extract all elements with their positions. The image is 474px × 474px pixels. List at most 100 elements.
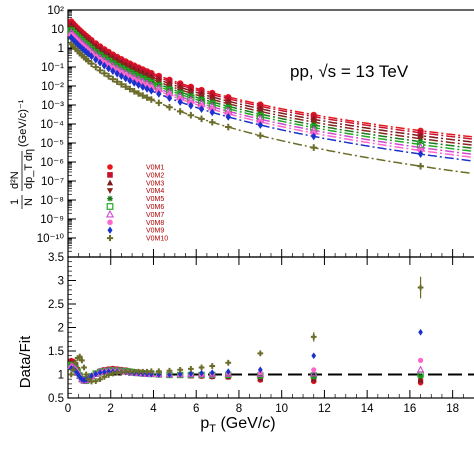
ylabel-frac2-num: d²N [9, 171, 21, 189]
fit-line-v0m1 [131, 63, 473, 138]
data-point-v0m10 [118, 80, 125, 88]
data-point-v0m9 [257, 121, 264, 129]
ratio-point-v0m10 [101, 373, 108, 380]
legend-label-v0m3: V0M3 [146, 180, 164, 187]
data-point-v0m10 [148, 96, 155, 103]
y-tick-label-spectrum: 10 [51, 24, 64, 36]
y-axis-title-spectrum: 1 N d²N dp_T dη (GeV/c)⁻¹ [9, 99, 35, 209]
x-tick-label: 12 [318, 403, 331, 415]
ratio-point-v0m10 [79, 357, 85, 364]
ratio-point-v0m9 [257, 366, 263, 374]
data-point-v0m9 [122, 74, 129, 83]
data-point-v0m10 [224, 123, 232, 131]
x-tick-label: 2 [108, 403, 114, 415]
data-point-v0m9 [166, 94, 173, 102]
ratio-point-v0m9 [156, 371, 162, 378]
ratio-point-v0m10 [105, 372, 112, 378]
ratio-point-v0m9 [177, 370, 183, 378]
data-point-v0m10 [166, 103, 173, 111]
ratio-point-v0m9 [93, 370, 99, 378]
ylabel-frac2-den: dp_T dη [23, 149, 35, 189]
y-tick-label-spectrum: 1 [58, 43, 64, 55]
fit-line-v0m5 [131, 71, 472, 149]
data-point-v0m10 [155, 99, 163, 107]
y-tick-label-spectrum: 10⁻³ [41, 100, 64, 112]
y-tick-label-ratio: 2.5 [48, 299, 64, 311]
data-point-v0m10 [126, 85, 134, 93]
ratio-point-v0m9 [101, 368, 107, 376]
y-tick-label-ratio: 2 [58, 323, 64, 335]
data-point-v0m10 [130, 88, 138, 95]
legend-marker-v0m9 [107, 226, 113, 234]
data-point-v0m10 [92, 63, 100, 71]
legend-label-v0m2: V0M2 [146, 172, 164, 179]
legend-marker-v0m4 [106, 188, 114, 195]
ratio-point-v0m9 [81, 376, 87, 384]
data-point-v0m5 [209, 98, 216, 105]
data-point-v0m9 [105, 64, 112, 73]
data-point-v0m9 [97, 58, 103, 67]
ratio-point-v0m10 [68, 371, 75, 378]
ratio-point-v0m10 [225, 359, 232, 366]
legend-marker-v0m1 [107, 164, 113, 170]
legend-marker-v0m6 [106, 203, 114, 210]
y-tick-label-spectrum: 10⁻⁴ [40, 119, 64, 131]
fit-line-v0m3 [131, 67, 472, 143]
ratio-point-v0m8 [311, 367, 317, 373]
ratio-point-v0m9 [89, 372, 94, 380]
fit-line-v0m6 [131, 74, 472, 152]
legend-label-v0m9: V0M9 [146, 228, 164, 235]
data-point-v0m10 [310, 144, 318, 151]
x-tick-label: 10 [275, 403, 288, 415]
y-tick-label-spectrum: 10⁻¹⁰ [37, 233, 65, 245]
data-point-v0m9 [93, 55, 99, 64]
data-point-v0m10 [187, 111, 195, 119]
fit-line-v0m4 [131, 69, 472, 146]
ratio-point-v0m9 [167, 371, 172, 378]
spectrum-panel: 10² 10 1 10⁻¹ 10⁻² 10⁻³ 10⁻⁴ 10⁻⁵ 10⁻⁶ 10⁻⁷ 10⁻⁸ 10… [37, 5, 474, 258]
data-point-v0m9 [135, 81, 142, 89]
ratio-point-v0m9 [106, 368, 111, 376]
ratio-point-v0m9 [418, 328, 423, 336]
ratio-point-v0m10 [257, 350, 264, 357]
ylabel-frac1-num: 1 [9, 199, 21, 205]
ratio-point-v0m10 [81, 364, 87, 371]
data-point-v0m9 [88, 52, 95, 61]
x-axis-title-unit-c: c [262, 415, 270, 432]
data-point-v0m9 [177, 98, 183, 106]
ratio-point-v0m10 [83, 371, 90, 378]
ylabel-frac1-den: N [23, 198, 35, 206]
data-point-v0m9 [144, 84, 150, 93]
ylabel-unit: (GeV/c)⁻¹ [17, 99, 29, 147]
y-tick-label-spectrum: 10⁻² [41, 81, 64, 93]
ratio-point-v0m10 [188, 366, 194, 372]
x-axis-title-sub: T [209, 423, 216, 435]
ratio-point-v0m10 [92, 378, 99, 384]
ratio-point-v0m10 [177, 366, 184, 373]
legend-marker-v0m2 [107, 172, 113, 178]
data-point-v0m9 [156, 89, 162, 98]
x-axis-title: pT (GeV/c) [200, 415, 275, 435]
data-point-v0m9 [101, 61, 108, 70]
fit-line-v0m9 [131, 81, 473, 162]
data-point-v0m10 [122, 83, 129, 91]
legend-label-v0m5: V0M5 [146, 196, 164, 203]
ratio-point-v0m10 [85, 376, 92, 383]
legend-marker-v0m5 [107, 195, 113, 202]
y-tick-label-spectrum: 10⁻⁶ [40, 157, 64, 169]
legend-label-v0m6: V0M6 [146, 204, 164, 211]
data-point-v0m10 [143, 94, 151, 101]
x-tick-label: 18 [446, 403, 459, 415]
data-point-v0m9 [311, 132, 317, 141]
fit-line-v0m2 [131, 65, 472, 140]
x-tick-label: 0 [65, 403, 71, 415]
data-point-v0m9 [417, 150, 424, 158]
data-point-v0m10 [109, 75, 117, 83]
x-axis-title-unit-close: ) [270, 415, 275, 432]
fit-line-v0m8 [131, 78, 472, 158]
data-point-v0m10 [135, 90, 142, 97]
legend-label-v0m7: V0M7 [146, 212, 164, 219]
legend-marker-v0m10 [106, 235, 114, 242]
data-point-v0m10 [105, 72, 112, 80]
